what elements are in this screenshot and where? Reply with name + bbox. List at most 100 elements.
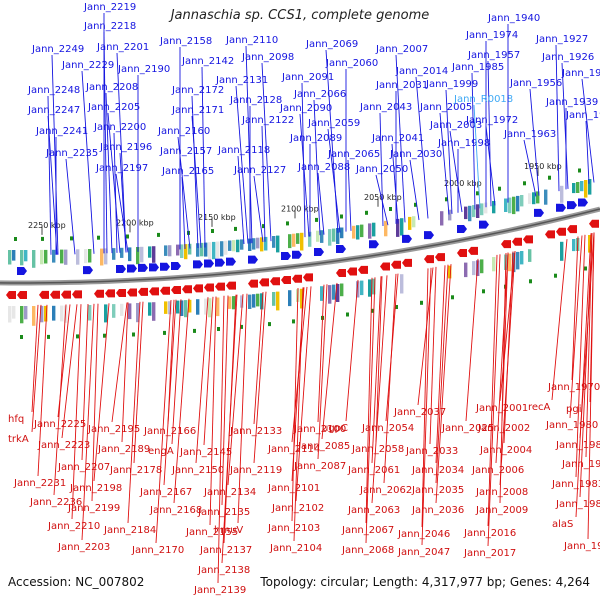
reverse-gene-label: Jann_2231 [13,478,66,489]
cog-block-inner [520,251,524,265]
forward-gene-leader [181,176,186,250]
cog-block-inner [24,306,28,320]
rna-mark-outer [365,210,368,215]
reverse-gene-leader [499,251,516,402]
cog-block-outer [148,246,152,258]
cog-block-outer [580,181,584,192]
cog-block-outer [20,250,24,266]
forward-gene-label: Jann_2201 [96,42,149,53]
forward-gene-label: Jann_1957 [467,50,520,61]
forward-gene-label: Jann_2131 [215,75,268,86]
reverse-gene-arrow [270,277,280,286]
reverse-gene-leader [221,295,229,506]
cog-block-outer [572,183,576,194]
scale-tick-label: 2150 kbp [198,213,236,222]
forward-gene-leader [395,54,406,223]
reverse-gene-arrow [94,289,104,298]
scale-tick-label: 2100 kbp [281,204,319,213]
forward-gene-label: Jann_2031 [375,80,428,91]
reverse-gene-label: Jann_1982 [561,459,600,470]
forward-gene-leader [115,173,129,253]
cog-block-outer [252,238,256,250]
reverse-gene-label: Jann_2025 [441,423,494,434]
forward-gene-leader [473,104,481,209]
reverse-gene-arrow [204,283,214,292]
forward-gene-arrow [402,234,412,243]
reverse-gene-label: Jann_2225 [33,419,86,430]
cog-block-inner [152,302,156,321]
reverse-gene-label: trkA [8,434,29,445]
forward-gene-leader [347,159,352,231]
forward-gene-arrow [281,252,291,261]
rna-mark-outer [389,207,392,211]
forward-gene-label: Jann_2171 [171,105,224,116]
forward-gene-label: Jann_2014 [395,66,448,77]
forward-gene-arrow [171,261,181,270]
cog-block-outer [588,179,592,195]
reverse-gene-leader [465,258,479,422]
cog-block-outer [316,230,320,242]
forward-gene-leader [103,31,108,254]
cog-block-outer [332,228,336,242]
forward-gene-label: Jann_2050 [355,164,408,175]
cog-block-inner [480,259,484,274]
reverse-gene-label: Jann_2207 [57,462,110,473]
reverse-gene-leader [579,232,593,498]
cog-block-inner [88,305,92,321]
rna-mark-inner [20,335,23,339]
cog-block-outer [468,205,472,222]
cog-block-outer [516,195,520,212]
reverse-gene-label: Jann_2067 [341,525,394,536]
reverse-gene-label: Jann_2008 [475,487,528,498]
reverse-gene-arrow [589,219,599,228]
forward-gene-arrow [116,264,126,273]
reverse-gene-leader [569,235,583,419]
forward-gene-label: Jann_1926 [541,52,594,63]
forward-gene-label: Jann_2098 [241,52,294,63]
forward-gene-label: Jann_2172 [171,85,224,96]
cog-block-outer [112,248,116,260]
cog-block-outer [44,249,48,264]
reverse-gene-label: Jann_2004 [479,445,532,456]
cog-block-inner [196,299,200,315]
forward-gene-arrow [314,247,324,256]
cog-block-outer [296,233,300,244]
reverse-gene-label: Jann_1983 [551,479,600,490]
reverse-gene-leader [487,254,501,547]
cog-block-inner [180,300,184,316]
cog-block-inner [20,306,24,324]
forward-gene-leader [471,72,476,210]
cog-block-inner [588,235,592,253]
cog-block-inner [528,249,532,262]
reverse-gene-leader [571,236,579,381]
reverse-gene-leader [121,302,129,443]
forward-gene-leader [51,54,59,255]
reverse-gene-leader [237,293,248,524]
reverse-gene-arrow [391,260,401,269]
reverse-gene-arrow [523,235,533,244]
cog-block-outer [8,250,12,265]
cog-block-outer [168,245,172,257]
cog-block-outer [264,236,268,251]
reverse-gene-leader [127,301,141,524]
cog-block-outer [152,246,156,263]
reverse-gene-leader [371,276,382,464]
rna-mark-outer [476,191,479,196]
cog-block-outer [384,220,388,237]
cog-block-outer [188,243,192,255]
cog-block-inner [168,301,172,315]
forward-gene-leader [107,112,121,253]
cog-block-outer [164,245,168,256]
forward-gene-label: Jann_R0018 [453,94,513,105]
rna-mark-inner [584,266,587,271]
reverse-gene-leader [253,291,264,425]
reverse-gene-label: Jann_2137 [199,545,252,556]
reverse-gene-arrow [380,262,390,271]
cog-block-inner [232,296,236,310]
forward-gene-label: Jann_1940 [487,13,540,24]
cog-block-inner [60,305,64,322]
cog-block-outer [464,206,468,220]
reverse-gene-leader [295,286,312,502]
cog-block-outer [368,223,372,239]
forward-gene-label: Jann_2248 [27,85,80,96]
